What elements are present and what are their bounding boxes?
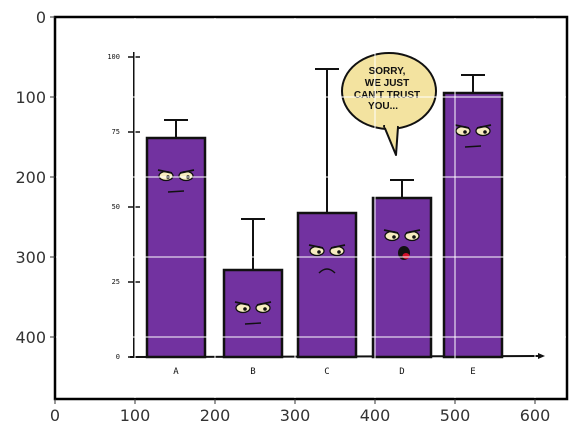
brow — [256, 301, 272, 306]
bar-faces — [157, 124, 492, 325]
flat-mouth — [244, 322, 262, 325]
brow — [179, 169, 195, 174]
face-d — [383, 229, 421, 260]
pupil — [317, 250, 321, 254]
flat-mouth — [167, 190, 185, 193]
bar-a — [145, 136, 207, 359]
pupil — [243, 307, 247, 311]
brow — [405, 229, 421, 234]
pupil — [412, 235, 416, 239]
overlay-gridlines — [56, 18, 566, 398]
category-label: B — [250, 367, 255, 377]
outer-y-tick-label: 400 — [15, 328, 46, 347]
bar-d — [371, 196, 433, 359]
outer-x-tick-label: 600 — [520, 406, 551, 425]
speech-bubble: SORRY, WE JUST CAN'T TRUST YOU... — [341, 52, 437, 156]
brow — [157, 169, 173, 174]
inner-y-tick-label: 50 — [112, 203, 120, 211]
brow — [308, 244, 324, 249]
bubble-line-3: CAN'T TRUST — [354, 90, 420, 101]
category-label: D — [399, 367, 404, 377]
bar-b — [222, 268, 284, 359]
outer-x-tick-label: 400 — [360, 406, 391, 425]
category-label: C — [324, 367, 329, 377]
inner-y-ticks: 0 25 50 75 100 — [107, 53, 140, 361]
inner-y-tick-label: 75 — [112, 128, 120, 136]
bubble-tail-cover — [384, 124, 398, 129]
bar-c — [296, 211, 358, 359]
pupil — [463, 130, 467, 134]
error-bars — [164, 68, 485, 270]
category-labels: A B C D E — [173, 367, 475, 377]
outer-x-tick-label: 300 — [280, 406, 311, 425]
category-label: A — [173, 367, 179, 377]
inner-y-tick-label: 0 — [116, 353, 120, 361]
frown-mouth — [318, 268, 336, 274]
outer-x-tick-label: 500 — [440, 406, 471, 425]
bubble-line-2: WE JUST — [365, 78, 409, 89]
face-b — [234, 301, 272, 325]
flat-mouth — [464, 145, 482, 148]
pupil — [483, 130, 487, 134]
outer-y-tick-label: 300 — [15, 248, 46, 267]
category-label: E — [470, 367, 475, 377]
pupil — [263, 307, 267, 311]
bars — [145, 91, 504, 359]
brow — [383, 229, 399, 234]
brow — [476, 124, 492, 129]
outer-x-tick-label: 100 — [120, 406, 151, 425]
outer-y-ticks: 0 100 200 300 400 — [15, 8, 55, 347]
tongue — [402, 253, 410, 259]
face-a — [157, 169, 195, 193]
inner-y-tick-label: 25 — [112, 278, 120, 286]
pupil — [337, 250, 341, 254]
pupil — [392, 235, 396, 239]
outer-y-tick-label: 0 — [36, 8, 46, 27]
outer-x-tick-label: 200 — [200, 406, 231, 425]
brow — [454, 124, 470, 129]
outer-y-tick-label: 100 — [15, 88, 46, 107]
outer-x-ticks: 0 100 200 300 400 500 600 — [50, 399, 550, 425]
brow — [234, 301, 250, 306]
brow — [330, 244, 346, 249]
x-axis-arrowhead — [538, 353, 545, 359]
bubble-line-4: YOU... — [368, 101, 398, 112]
outer-y-tick-label: 200 — [15, 168, 46, 187]
outer-x-tick-label: 0 — [50, 406, 60, 425]
bubble-line-1: SORRY, — [369, 66, 406, 77]
bar-e — [442, 91, 504, 359]
inner-y-tick-label: 100 — [107, 53, 120, 61]
face-c — [308, 244, 346, 274]
face-e — [454, 124, 492, 148]
